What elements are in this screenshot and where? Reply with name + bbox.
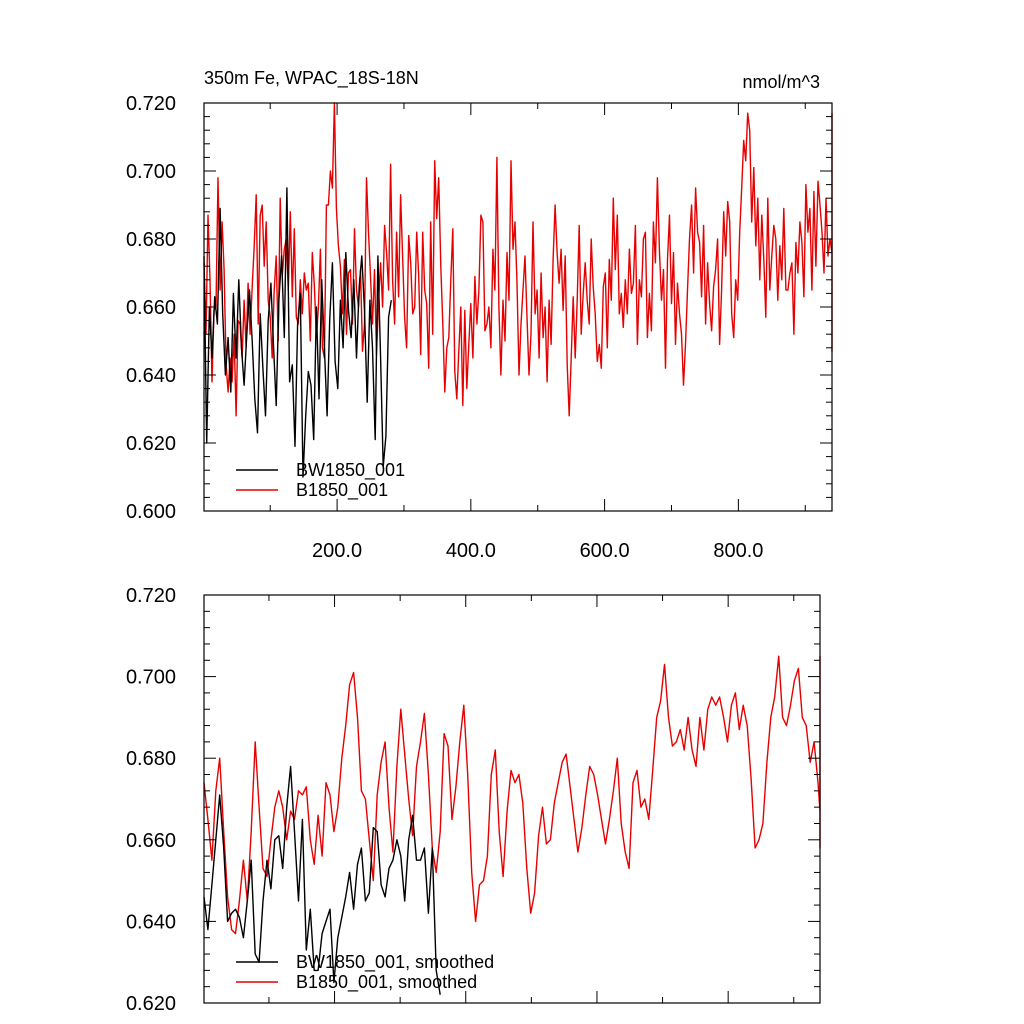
y-tick-label: 0.660: [126, 297, 176, 319]
x-tick-label: 600.0: [580, 540, 630, 562]
chart-title: 350m Fe, WPAC_18S-18N: [204, 68, 419, 89]
bottom-plot-frame: [203, 594, 821, 1004]
y-tick-label: 0.720: [126, 93, 176, 115]
y-tick-label: 0.680: [126, 748, 176, 770]
units-label: nmol/m^3: [743, 72, 820, 92]
series-line-1: [203, 102, 833, 417]
legend-label: B1850_001: [296, 480, 388, 501]
legend-label: B1850_001, smoothed: [296, 972, 477, 993]
x-tick-label: 200.0: [312, 540, 362, 562]
y-tick-label: 0.600: [126, 501, 176, 523]
top-ticks-group: 0.600 0.620 0.640 0.660 0.680 0.700 0.720 200.0…: [126, 93, 832, 562]
bottom-panel: 0.620 0.640 0.660 0.680 0.700 0.720 BW1850_00…: [126, 585, 821, 1015]
legend-label: BW1850_001: [296, 460, 405, 481]
y-tick-label: 0.700: [126, 667, 176, 689]
top-plot-frame: [203, 102, 833, 512]
y-tick-label: 0.680: [126, 229, 176, 251]
series-line-0: [203, 187, 392, 478]
y-tick-label: 0.700: [126, 161, 176, 183]
y-tick-label: 0.640: [126, 911, 176, 933]
top-series-group: [203, 102, 833, 478]
y-tick-label: 0.620: [126, 433, 176, 455]
legend-label: BW1850_001, smoothed: [296, 952, 494, 973]
bottom-series-group: [203, 655, 821, 995]
y-tick-label: 0.720: [126, 585, 176, 607]
top-panel: 350m Fe, WPAC_18S-18N nmol/m^3 0.600 0.62…: [126, 68, 833, 562]
x-tick-label: 800.0: [713, 540, 763, 562]
series-line-1: [203, 655, 821, 935]
bottom-ticks-group: 0.620 0.640 0.660 0.680 0.700 0.720: [126, 585, 820, 1015]
x-tick-label: 400.0: [446, 540, 496, 562]
series-line-0: [203, 765, 441, 995]
y-tick-label: 0.660: [126, 830, 176, 852]
y-tick-label: 0.640: [126, 365, 176, 387]
y-tick-label: 0.620: [126, 993, 176, 1015]
